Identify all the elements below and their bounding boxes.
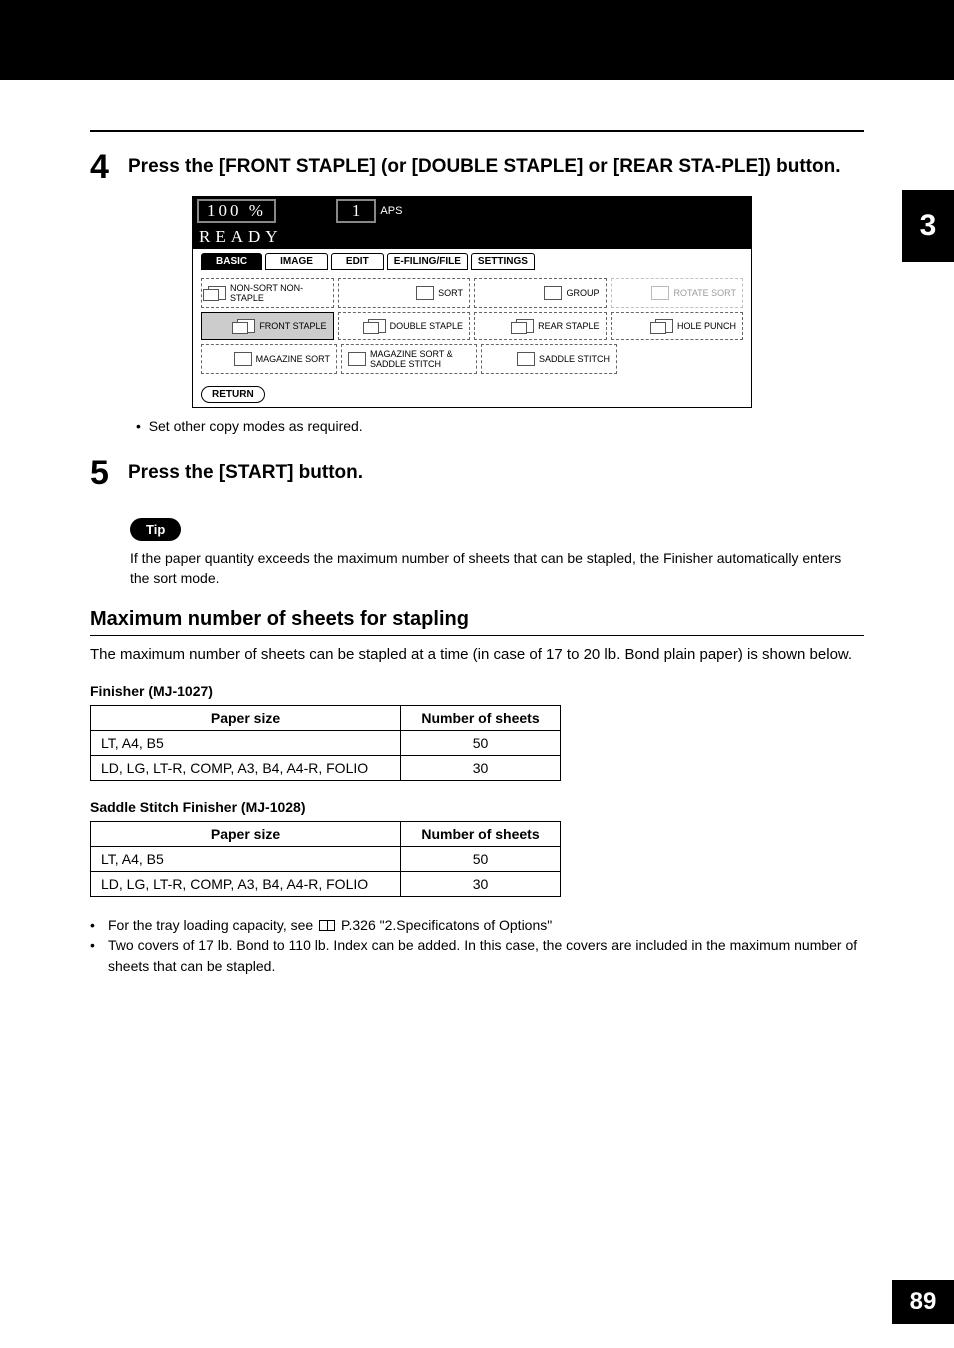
- lcd-aps: APS: [380, 205, 402, 217]
- page-content: 4 Press the [FRONT STAPLE] (or [DOUBLE S…: [90, 130, 864, 976]
- step-4-text: Press the [FRONT STAPLE] (or [DOUBLE STA…: [128, 150, 840, 180]
- nonsort-icon: [208, 286, 226, 300]
- footnote-a-pre: For the tray loading capacity, see: [108, 917, 317, 933]
- table-row: LT, A4, B5 50: [91, 731, 561, 756]
- btn-sort[interactable]: SORT: [338, 278, 471, 308]
- step-5-number: 5: [90, 456, 128, 490]
- btn-nonsort[interactable]: NON-SORT NON-STAPLE: [201, 278, 334, 308]
- lcd-tabs: BASIC IMAGE EDIT E-FILING/FILE SETTINGS: [193, 249, 751, 272]
- finisher1-table: Paper size Number of sheets LT, A4, B5 5…: [90, 705, 561, 781]
- finisher2-table: Paper size Number of sheets LT, A4, B5 5…: [90, 821, 561, 897]
- step-5-text: Press the [START] button.: [128, 456, 363, 486]
- tab-settings[interactable]: SETTINGS: [471, 253, 535, 270]
- btn-hole-punch[interactable]: HOLE PUNCH: [611, 312, 744, 340]
- step-4-number: 4: [90, 150, 128, 184]
- btn-front-staple[interactable]: FRONT STAPLE: [201, 312, 334, 340]
- section-heading: Maximum number of sheets for stapling: [90, 608, 864, 636]
- double-staple-icon: [368, 319, 386, 333]
- sort-icon: [416, 286, 434, 300]
- btn-magss-label: MAGAZINE SORT & SADDLE STITCH: [370, 349, 470, 369]
- page-number-tab: 89: [892, 1280, 954, 1324]
- f2-r2-n: 30: [401, 872, 561, 897]
- tab-image[interactable]: IMAGE: [265, 253, 328, 270]
- footnotes: • For the tray loading capacity, see P.3…: [90, 915, 864, 976]
- top-rule: [90, 130, 864, 132]
- lcd-qty: 1: [336, 199, 377, 223]
- btn-saddle-label: SADDLE STITCH: [539, 354, 610, 364]
- f1-r2-n: 30: [401, 756, 561, 781]
- btn-return[interactable]: RETURN: [201, 386, 265, 403]
- note-set-other-text: Set other copy modes as required.: [149, 418, 363, 434]
- f1-r2-size: LD, LG, LT-R, COMP, A3, B4, A4-R, FOLIO: [91, 756, 401, 781]
- btn-sort-label: SORT: [438, 288, 463, 298]
- group-icon: [544, 286, 562, 300]
- tip-label: Tip: [130, 518, 181, 541]
- f2-r2-size: LD, LG, LT-R, COMP, A3, B4, A4-R, FOLIO: [91, 872, 401, 897]
- magazine-icon: [234, 352, 252, 366]
- footnote-a-text: For the tray loading capacity, see P.326…: [108, 915, 552, 935]
- btn-saddle-stitch[interactable]: SADDLE STITCH: [481, 344, 617, 374]
- bullet-icon: •: [90, 935, 108, 976]
- magazine-saddle-icon: [348, 352, 366, 366]
- step-5: 5 Press the [START] button.: [90, 456, 864, 490]
- note-set-other-modes: • Set other copy modes as required.: [136, 418, 864, 434]
- chapter-side-tab: 3: [902, 190, 954, 262]
- f1-r1-n: 50: [401, 731, 561, 756]
- tab-efiling[interactable]: E-FILING/FILE: [387, 253, 468, 270]
- table-row: LD, LG, LT-R, COMP, A3, B4, A4-R, FOLIO …: [91, 756, 561, 781]
- btn-mag-label: MAGAZINE SORT: [256, 354, 330, 364]
- book-icon: [319, 920, 335, 931]
- lcd-screenshot: 100 % 1 APS READY BASIC IMAGE EDIT E-FIL…: [192, 196, 752, 408]
- saddle-icon: [517, 352, 535, 366]
- th-num-1: Number of sheets: [401, 706, 561, 731]
- lcd-percent: 100 %: [197, 199, 276, 223]
- lcd-blank-cell: [621, 344, 743, 374]
- btn-double-label: DOUBLE STAPLE: [390, 321, 463, 331]
- th-paper-1: Paper size: [91, 706, 401, 731]
- table-row: LD, LG, LT-R, COMP, A3, B4, A4-R, FOLIO …: [91, 872, 561, 897]
- btn-rear-staple[interactable]: REAR STAPLE: [474, 312, 607, 340]
- f1-r1-size: LT, A4, B5: [91, 731, 401, 756]
- footnote-a-post: P.326 "2.Specificatons of Options": [341, 917, 552, 933]
- footnote-b: • Two covers of 17 lb. Bond to 110 lb. I…: [90, 935, 864, 976]
- btn-magazine-sort[interactable]: MAGAZINE SORT: [201, 344, 337, 374]
- rotate-icon: [651, 286, 669, 300]
- th-paper-2: Paper size: [91, 822, 401, 847]
- th-num-2: Number of sheets: [401, 822, 561, 847]
- btn-group[interactable]: GROUP: [474, 278, 607, 308]
- footnote-a: • For the tray loading capacity, see P.3…: [90, 915, 864, 935]
- f2-r1-size: LT, A4, B5: [91, 847, 401, 872]
- lcd-body: NON-SORT NON-STAPLE SORT GROUP ROTATE SO…: [193, 272, 751, 384]
- finisher2-title: Saddle Stitch Finisher (MJ-1028): [90, 799, 864, 815]
- step-4: 4 Press the [FRONT STAPLE] (or [DOUBLE S…: [90, 150, 864, 184]
- btn-hole-label: HOLE PUNCH: [677, 321, 736, 331]
- hole-punch-icon: [655, 319, 673, 333]
- footnote-b-text: Two covers of 17 lb. Bond to 110 lb. Ind…: [108, 935, 864, 976]
- btn-rotate-label: ROTATE SORT: [673, 288, 736, 298]
- finisher1-title: Finisher (MJ-1027): [90, 683, 864, 699]
- lcd-topbar: 100 % 1 APS: [193, 197, 751, 225]
- btn-magazine-saddle[interactable]: MAGAZINE SORT & SADDLE STITCH: [341, 344, 477, 374]
- tip-text: If the paper quantity exceeds the maximu…: [130, 549, 864, 588]
- section-para: The maximum number of sheets can be stap…: [90, 644, 864, 665]
- btn-group-label: GROUP: [566, 288, 599, 298]
- lcd-ready: READY: [193, 225, 751, 249]
- tab-edit[interactable]: EDIT: [331, 253, 384, 270]
- header-black-banner: [0, 0, 954, 80]
- btn-rear-label: REAR STAPLE: [538, 321, 599, 331]
- tab-basic[interactable]: BASIC: [201, 253, 262, 270]
- bullet-icon: •: [90, 915, 108, 935]
- btn-double-staple[interactable]: DOUBLE STAPLE: [338, 312, 471, 340]
- front-staple-icon: [237, 319, 255, 333]
- table-row: LT, A4, B5 50: [91, 847, 561, 872]
- btn-front-label: FRONT STAPLE: [259, 321, 326, 331]
- rear-staple-icon: [516, 319, 534, 333]
- btn-nonsort-label: NON-SORT NON-STAPLE: [230, 283, 327, 303]
- f2-r1-n: 50: [401, 847, 561, 872]
- btn-rotate[interactable]: ROTATE SORT: [611, 278, 744, 308]
